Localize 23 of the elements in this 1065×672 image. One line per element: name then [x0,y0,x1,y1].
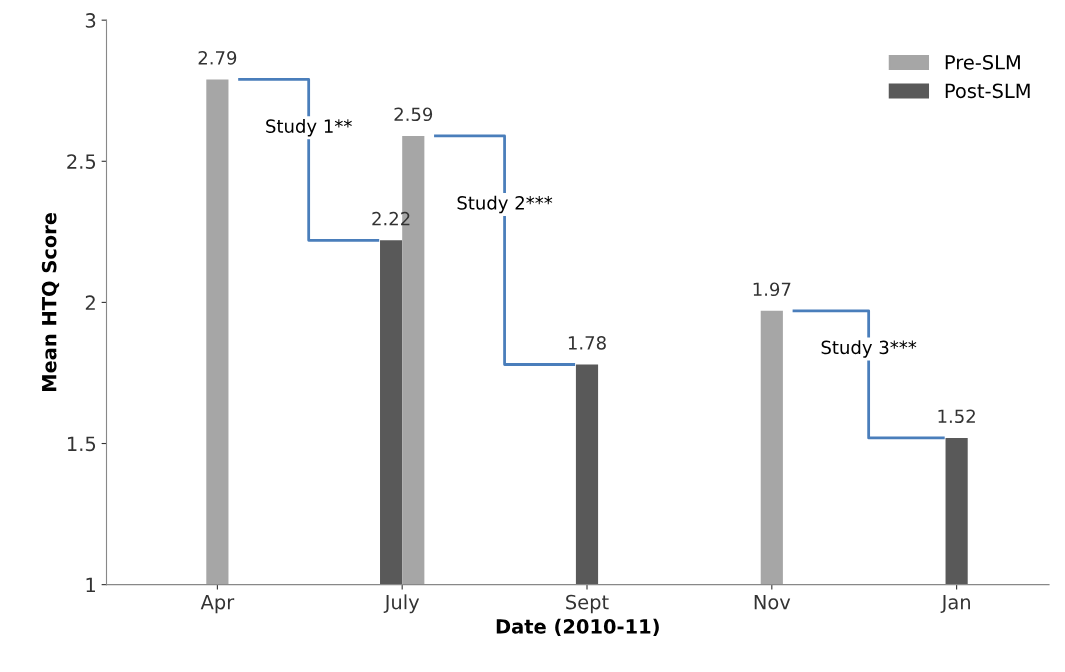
data-label: 2.22 [372,211,410,226]
data-label: 2.59 [394,107,433,122]
legend-label: Pre-SLM [945,54,1020,70]
data-label: 1.52 [938,409,975,424]
y-tick-label: 2.5 [67,154,96,169]
data-label: 2.79 [198,50,237,65]
y-tick-label: 1.5 [67,436,96,452]
x-axis-title: Date (2010-11) [496,618,659,637]
data-label: 1.97 [753,282,791,297]
x-tick-label: July [383,594,420,614]
x-tick-label: Apr [200,594,235,614]
y-tick-label: 1 [86,577,95,593]
x-tick-label: Jan [940,594,970,614]
x-tick-label: Sept [566,594,609,614]
annotation: Study 3*** [821,340,917,358]
y-axis-title: Mean HTQ Score [41,212,60,391]
annotation: Study 1** [266,118,352,137]
annotation: Study 2*** [457,195,553,214]
legend-label: Post-SLM [945,83,1030,99]
data-label: 1.78 [568,336,606,350]
x-tick-label: Nov [754,594,791,610]
y-tick-label: 2 [85,295,95,310]
y-tick-label: 3 [85,13,96,28]
